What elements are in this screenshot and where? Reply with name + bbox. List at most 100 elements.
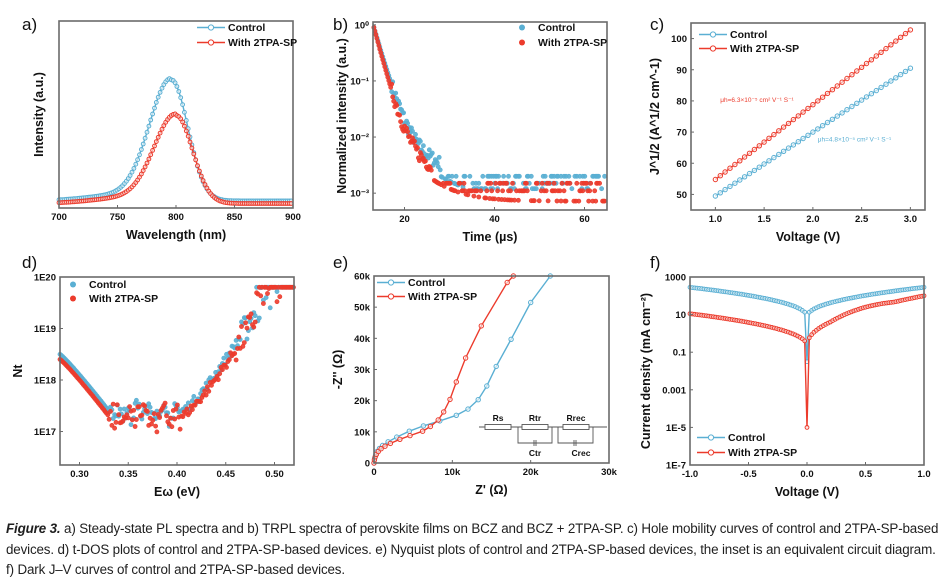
series-treated-point xyxy=(232,351,238,356)
y-axis-title: J^1/2 (A^1/2 cm^-1) xyxy=(648,58,662,175)
legend-marker xyxy=(387,293,395,300)
series-treated-point xyxy=(484,188,490,194)
series-treated-point xyxy=(129,417,135,423)
series-treated-point xyxy=(236,334,242,340)
series-treated-point xyxy=(428,167,434,173)
series-control-point xyxy=(602,173,607,179)
series-treated-point xyxy=(258,293,264,299)
panel-label: e) xyxy=(333,253,348,272)
series-treated-point xyxy=(516,197,521,203)
x-tick-label: 3.0 xyxy=(904,214,917,225)
series-treated-point xyxy=(902,30,909,37)
series-control-point xyxy=(873,87,879,94)
series-control-point xyxy=(766,158,772,164)
series-control-point xyxy=(501,173,506,179)
series-treated-point xyxy=(109,422,115,428)
series-control-point xyxy=(883,81,889,87)
x-tick-label: 0.5 xyxy=(859,469,873,480)
series-control-point xyxy=(437,167,443,173)
series-control-point xyxy=(569,186,575,192)
series-control-point xyxy=(252,313,258,319)
x-tick-label: 0.35 xyxy=(119,469,138,480)
circuit-label-rrec: Rrec xyxy=(567,413,586,423)
series-treated-point xyxy=(790,116,797,123)
series-treated-point xyxy=(824,90,831,97)
series-control-point xyxy=(449,173,455,179)
series-treated-point xyxy=(219,367,225,373)
legend-marker xyxy=(707,449,715,456)
chart-b-trpl: b) 20 40 60 10⁰ 10⁻¹ 10⁻² 10⁻³ Time (µs) Normaliz… xyxy=(333,15,608,244)
series-treated-point xyxy=(427,423,434,430)
series-control-point xyxy=(819,123,826,129)
series-control-point xyxy=(139,147,144,152)
series-treated-point xyxy=(217,371,223,377)
series-treated-point xyxy=(157,415,162,420)
chart-c-mobility: μh=4.8×10⁻⁵ cm² V⁻¹ S⁻¹ μh=6.3×10⁻⁵ cm² V… xyxy=(648,15,926,244)
series-control-point xyxy=(436,154,442,160)
series-treated-point xyxy=(274,299,280,305)
resistor-rrec xyxy=(562,424,590,430)
x-tick-label: 850 xyxy=(227,212,243,223)
x-tick-label: 1.0 xyxy=(917,469,930,480)
series-treated-point xyxy=(488,180,494,186)
y-tick-label: 100 xyxy=(671,34,687,45)
series-treated-point xyxy=(157,130,163,136)
legend-marker xyxy=(70,281,76,288)
series-control-point xyxy=(805,132,811,139)
y-tick-label: 10 xyxy=(675,310,686,321)
panel-label: f) xyxy=(650,253,660,272)
series-treated-point xyxy=(131,407,137,413)
series-treated-point xyxy=(226,357,232,363)
series-treated-point xyxy=(180,119,186,125)
series-control-point xyxy=(780,148,787,155)
series-treated-point xyxy=(116,412,122,418)
series-control-line xyxy=(58,77,292,202)
series-treated-point xyxy=(197,168,202,174)
series-control-point xyxy=(129,169,135,175)
series-treated-point xyxy=(471,193,477,199)
series-treated-point xyxy=(185,133,191,139)
series-control-point xyxy=(420,143,426,149)
series-treated-point xyxy=(150,148,156,153)
x-tick-label: 20k xyxy=(523,467,540,478)
legend-label: With 2TPA-SP xyxy=(730,43,799,55)
series-treated-point xyxy=(390,94,396,100)
x-tick-label: 40 xyxy=(489,214,500,225)
legend-label: With 2TPA-SP xyxy=(89,293,158,305)
series-control-point xyxy=(528,299,534,306)
x-tick-label: 800 xyxy=(168,212,184,223)
legend-label: Control xyxy=(89,279,126,291)
series-control-point xyxy=(496,173,501,179)
y-tick-label: 10⁻¹ xyxy=(350,76,369,87)
series-treated-point xyxy=(602,198,607,204)
series-treated-point xyxy=(761,139,767,145)
series-control-point xyxy=(508,336,514,342)
series-treated-point xyxy=(159,126,165,132)
series-treated-point xyxy=(148,152,154,158)
capacitor-crec-wire xyxy=(557,427,594,444)
series-control-point xyxy=(267,305,273,311)
series-treated-point xyxy=(151,411,157,417)
series-treated-point xyxy=(195,163,200,169)
series-control-point xyxy=(155,94,161,100)
series-control-point xyxy=(476,180,482,186)
series-treated-point xyxy=(189,145,195,151)
series-treated-point xyxy=(717,173,723,179)
series-treated-point xyxy=(224,364,229,370)
legend-marker xyxy=(519,24,525,31)
plot-frame xyxy=(59,276,295,466)
legend-marker xyxy=(709,45,717,52)
series-treated-point xyxy=(252,319,258,325)
x-tick-label: 1.5 xyxy=(758,214,772,225)
series-treated-point xyxy=(139,412,145,418)
series-control-point xyxy=(140,141,146,147)
series-treated-point xyxy=(504,180,509,186)
series-treated-point xyxy=(478,323,484,329)
series-treated-point xyxy=(461,180,467,186)
series-control-point xyxy=(148,117,154,123)
series-treated-point xyxy=(387,440,394,447)
series-treated-point xyxy=(455,189,461,195)
chart-f-dark-jv: f) -1.0 -0.5 0.0 0.5 1.0 1000 10 0.1 0.001 1E-5 1E-… xyxy=(639,253,931,499)
chart-a-pl-spectra: a) 700 750 800 850 900 Wavelength (nm) Intensit… xyxy=(22,15,301,242)
legend-label: Control xyxy=(408,277,445,289)
